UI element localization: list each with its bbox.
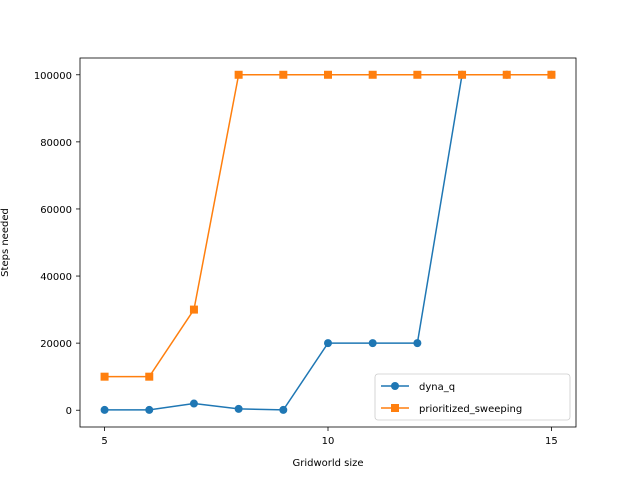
series-line-dyna_q	[104, 74, 552, 411]
data-point-dyna_q	[324, 339, 332, 348]
data-point-dyna_q	[368, 339, 377, 348]
data-point-prioritized_sweeping	[502, 70, 511, 79]
x-tick-label: 5	[101, 436, 107, 447]
data-point-prioritized_sweeping	[234, 70, 243, 79]
data-point-dyna_q	[189, 399, 198, 408]
y-axis-label: Steps needed	[0, 208, 11, 277]
data-point-prioritized_sweeping	[547, 70, 556, 79]
data-point-prioritized_sweeping	[458, 70, 467, 79]
data-point-prioritized_sweeping	[413, 70, 422, 79]
legend-marker-prioritized_sweeping	[391, 404, 399, 412]
legend: dyna_q prioritized_sweeping	[374, 373, 571, 421]
x-tick-label: 10	[322, 436, 335, 447]
data-point-dyna_q	[100, 405, 109, 414]
data-point-prioritized_sweeping	[324, 70, 332, 79]
legend-box	[374, 373, 571, 421]
axes: 5 10 15 0 20000 40000 60000 80000 100000	[34, 57, 577, 447]
y-tick-label: 20000	[40, 339, 72, 350]
legend-label-dyna_q: dyna_q	[419, 382, 455, 393]
data-point-dyna_q	[279, 405, 288, 414]
x-tick-label: 15	[545, 436, 558, 447]
plot-area	[100, 70, 556, 414]
y-tick-label: 100000	[34, 71, 72, 82]
data-point-prioritized_sweeping	[368, 70, 377, 79]
y-tick-label: 80000	[40, 138, 72, 149]
y-tick-label: 40000	[40, 272, 72, 283]
data-point-prioritized_sweeping	[189, 305, 198, 314]
data-point-dyna_q	[145, 405, 154, 414]
legend-label-prioritized_sweeping: prioritized_sweeping	[419, 404, 522, 415]
y-tick-label: 60000	[40, 205, 72, 216]
data-point-prioritized_sweeping	[145, 372, 154, 381]
data-point-prioritized_sweeping	[279, 70, 288, 79]
legend-marker-dyna_q	[391, 382, 399, 390]
axes-frame	[79, 57, 577, 428]
data-point-dyna_q	[413, 339, 422, 348]
data-point-prioritized_sweeping	[100, 372, 109, 381]
y-tick-label: 0	[66, 406, 72, 417]
x-axis-label: Gridworld size	[292, 458, 363, 469]
series-line-prioritized_sweeping	[104, 74, 552, 378]
data-point-dyna_q	[234, 404, 243, 413]
